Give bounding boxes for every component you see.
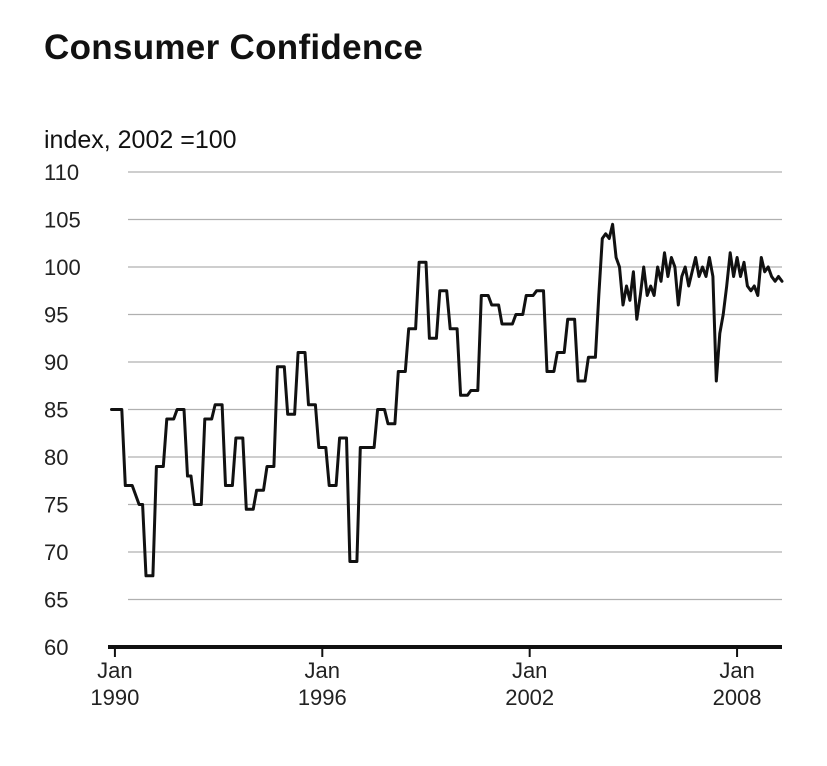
chart-title: Consumer Confidence — [44, 28, 424, 67]
y-tick-label-95: 95 — [44, 303, 68, 328]
x-tick-label-year-2008: 2008 — [713, 685, 762, 710]
x-tick-label-month-1996: Jan — [305, 658, 340, 683]
y-tick-label-75: 75 — [44, 493, 68, 518]
y-tick-label-80: 80 — [44, 445, 68, 470]
y-tick-label-105: 105 — [44, 208, 81, 233]
x-tick-label-year-1996: 1996 — [298, 685, 347, 710]
y-tick-label-70: 70 — [44, 540, 68, 565]
series-line-0 — [110, 222, 784, 578]
x-tick-label-month-1990: Jan — [97, 658, 132, 683]
x-tick-label-month-2008: Jan — [719, 658, 754, 683]
y-tick-label-100: 100 — [44, 255, 81, 280]
y-tick-label-65: 65 — [44, 588, 68, 613]
y-tick-label-110: 110 — [44, 160, 79, 185]
x-tick-label-year-2002: 2002 — [505, 685, 554, 710]
x-tick-label-month-2002: Jan — [512, 658, 547, 683]
y-axis-label: index, 2002 =100 — [44, 126, 237, 154]
y-tick-label-60: 60 — [44, 635, 68, 660]
y-tick-label-90: 90 — [44, 350, 68, 375]
x-tick-label-year-1990: 1990 — [90, 685, 139, 710]
y-tick-label-85: 85 — [44, 398, 68, 423]
